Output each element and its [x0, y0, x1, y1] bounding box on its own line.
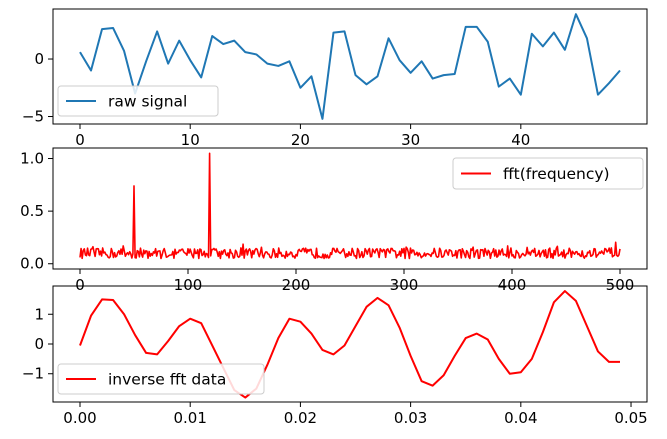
subplot-3: 0.00 0.01 0.02 0.03 0.04 0.05 1 0 −1 inverse fft … [22, 285, 648, 427]
legend-2: fft(frequency) [452, 157, 644, 190]
y-tick-label-2-2: 1.0 [20, 150, 44, 168]
legend-box-3 [57, 363, 265, 395]
x-tick-label-1-1: 10 [181, 131, 200, 149]
x-tick-label-3-0: 0.00 [63, 409, 96, 427]
x-tick-label-1-0: 0 [75, 131, 85, 149]
legend-label-3: inverse fft data [108, 371, 226, 389]
x-tick-label-3-4: 0.04 [504, 409, 537, 427]
legend-3: inverse fft data [57, 363, 265, 395]
x-tick-label-1-2: 20 [291, 131, 310, 149]
x-tick-label-2-2: 200 [282, 276, 311, 294]
series-line-2-1 [79, 152, 621, 260]
legend-1: raw signal [57, 85, 219, 117]
y-tick-label-3-0: 1 [34, 305, 44, 323]
x-tick-label-1-3: 30 [401, 131, 420, 149]
axes-frame-2 [52, 147, 648, 270]
x-tick-label-2-5: 500 [606, 276, 635, 294]
x-tick-label-2-3: 300 [390, 276, 419, 294]
x-tick-label-2-4: 400 [498, 276, 527, 294]
y-tick-label-2-0: 0.0 [20, 255, 44, 273]
legend-box-2 [452, 157, 644, 190]
x-tick-label-2-0: 0 [75, 276, 85, 294]
subplot-1: 0 10 20 30 40 0 −5 raw signal [22, 8, 648, 149]
subplot-2: 0 100 200 300 400 500 0.0 0.5 1.0 fft(frequency) [20, 147, 648, 294]
axes-frame-1 [52, 8, 648, 125]
legend-box-1 [57, 85, 219, 117]
x-tick-label-2-1: 100 [174, 276, 203, 294]
y-tick-label-1-1: −5 [22, 108, 44, 126]
y-tick-label-3-2: −1 [22, 365, 44, 383]
legend-label-1: raw signal [108, 93, 187, 111]
y-tick-label-1-0: 0 [34, 50, 44, 68]
y-tick-label-3-1: 0 [34, 335, 44, 353]
y-tick-label-2-1: 0.5 [20, 202, 44, 220]
x-tick-label-3-5: 0.05 [614, 409, 647, 427]
x-tick-label-3-2: 0.02 [284, 409, 317, 427]
x-tick-label-1-4: 40 [511, 131, 530, 149]
series-line-1-1 [79, 13, 621, 120]
x-tick-label-3-1: 0.01 [174, 409, 207, 427]
series-line-3-1 [79, 290, 620, 399]
legend-label-2: fft(frequency) [503, 165, 610, 183]
x-tick-label-3-3: 0.03 [394, 409, 427, 427]
